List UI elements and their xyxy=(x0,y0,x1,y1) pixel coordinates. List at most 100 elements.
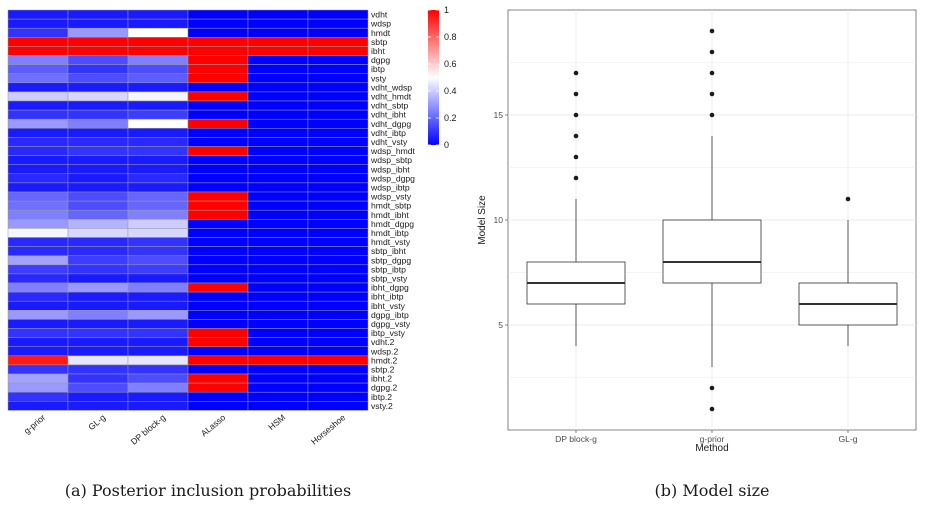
heatmap-cell xyxy=(307,291,369,302)
legend-tick-label: 0.6 xyxy=(444,59,457,69)
heatmap-cell xyxy=(247,146,309,156)
heatmap-cell xyxy=(7,228,69,238)
heatmap-column-label: g-prior xyxy=(22,412,48,436)
heatmap-cell xyxy=(187,64,249,74)
heatmap-cell xyxy=(7,182,69,193)
heatmap-cell xyxy=(67,118,129,129)
heatmap-cell xyxy=(307,355,369,366)
heatmap-row-label: vsty.2 xyxy=(371,401,393,411)
heatmap-cell xyxy=(247,18,309,29)
heatmap-row-label: ibtp_vsty xyxy=(371,328,406,338)
heatmap-column-label: DP block-g xyxy=(129,412,168,447)
heatmap-cell xyxy=(127,310,189,320)
heatmap-cell xyxy=(127,401,189,411)
heatmap-cell xyxy=(247,310,309,320)
heatmap-cell xyxy=(67,137,129,147)
boxplot-boxes xyxy=(526,28,898,412)
heatmap-cell xyxy=(7,146,69,156)
heatmap-cell xyxy=(307,364,369,375)
heatmap-row-label: ibht.2 xyxy=(371,374,392,384)
heatmap-row-label: sbtp.2 xyxy=(371,364,395,374)
heatmap-cell xyxy=(127,273,189,284)
heatmap-cell xyxy=(187,55,249,65)
heatmap-cell xyxy=(7,364,69,375)
heatmap-cell xyxy=(7,273,69,284)
heatmap-cell xyxy=(7,246,69,256)
heatmap-cell xyxy=(247,282,309,293)
heatmap-row-label: vdht_sbtp xyxy=(371,101,408,111)
heatmap-cell xyxy=(247,401,309,411)
heatmap-cell xyxy=(67,128,129,138)
heatmap-cell xyxy=(187,219,249,229)
heatmap-cell xyxy=(307,164,369,175)
heatmap-cell xyxy=(127,364,189,375)
heatmap-cell xyxy=(67,173,129,184)
heatmap-cell xyxy=(127,137,189,147)
heatmap-cell xyxy=(67,109,129,120)
heatmap-cell xyxy=(67,328,129,338)
heatmap-cell xyxy=(67,18,129,29)
outlier-point xyxy=(709,406,715,412)
heatmap-row-labels: vdhtwdsphmdtsbtpibhtdgpgibtpvstyvdht_wds… xyxy=(370,10,416,411)
heatmap-row-label: ibht xyxy=(371,46,385,56)
heatmap-cell xyxy=(7,37,69,47)
heatmap-cell xyxy=(307,373,369,384)
heatmap-row-label: hmdt_dgpg xyxy=(371,219,414,229)
heatmap-cell xyxy=(67,100,129,111)
heatmap-cell xyxy=(187,401,249,411)
heatmap-cell xyxy=(127,64,189,74)
heatmap-cell xyxy=(67,228,129,238)
heatmap-cell xyxy=(7,18,69,29)
heatmap-cell xyxy=(247,228,309,238)
heatmap-cell xyxy=(307,200,369,211)
heatmap-cell xyxy=(7,300,69,311)
heatmap-cell xyxy=(187,300,249,311)
heatmap-cell xyxy=(307,173,369,184)
heatmap-cell xyxy=(127,300,189,311)
heatmap-cell xyxy=(67,37,129,47)
heatmap-row-label: wdsp_ibtp xyxy=(370,182,410,192)
heatmap-cell xyxy=(307,255,369,266)
heatmap-cell xyxy=(187,9,249,20)
heatmap-cell xyxy=(247,118,309,129)
heatmap-cell xyxy=(7,155,69,165)
heatmap-cell xyxy=(187,18,249,29)
heatmap-cell xyxy=(127,382,189,393)
heatmap-cell xyxy=(307,337,369,347)
heatmap-row-label: wdsp_vsty xyxy=(370,192,412,202)
heatmap-cell xyxy=(7,237,69,247)
heatmap-cell xyxy=(7,118,69,129)
heatmap-cell xyxy=(7,128,69,138)
outlier-point xyxy=(709,70,715,76)
heatmap-cell xyxy=(7,137,69,147)
heatmap-cell xyxy=(307,182,369,193)
heatmap-cell xyxy=(307,246,369,256)
heatmap-row-label: dgpg.2 xyxy=(371,383,398,393)
heatmap-cell xyxy=(7,164,69,175)
heatmap-cell xyxy=(307,73,369,84)
heatmap-cell xyxy=(307,264,369,275)
heatmap-row-label: ibtp.2 xyxy=(371,392,392,402)
heatmap-cell xyxy=(67,164,129,175)
heatmap-cell xyxy=(127,355,189,366)
heatmap-row-label: hmdt_sbtp xyxy=(371,201,411,211)
heatmap-cell xyxy=(307,401,369,411)
heatmap-cell xyxy=(127,319,189,329)
heatmap-cell xyxy=(7,337,69,347)
outlier-point xyxy=(573,175,579,181)
heatmap-cell xyxy=(67,46,129,56)
heatmap-cell xyxy=(307,282,369,293)
heatmap-row-label: hmdt_ibtp xyxy=(371,228,409,238)
heatmap-cell xyxy=(247,300,309,311)
heatmap-cell xyxy=(307,228,369,238)
heatmap-cell xyxy=(7,373,69,384)
outlier-point xyxy=(709,28,715,34)
heatmap-row-label: ibht_vsty xyxy=(371,301,406,311)
x-tick-label: DP block-g xyxy=(555,434,597,444)
heatmap-column-labels: g-prior GL-g DP block-g ALasso HSM Horseshoe xyxy=(22,412,348,447)
heatmap-cell xyxy=(247,209,309,220)
heatmap-row-label: ibht_dgpg xyxy=(371,283,409,293)
heatmap-cell xyxy=(7,109,69,120)
heatmap-cell xyxy=(247,328,309,338)
x-tick-label: GL-g xyxy=(838,434,857,444)
